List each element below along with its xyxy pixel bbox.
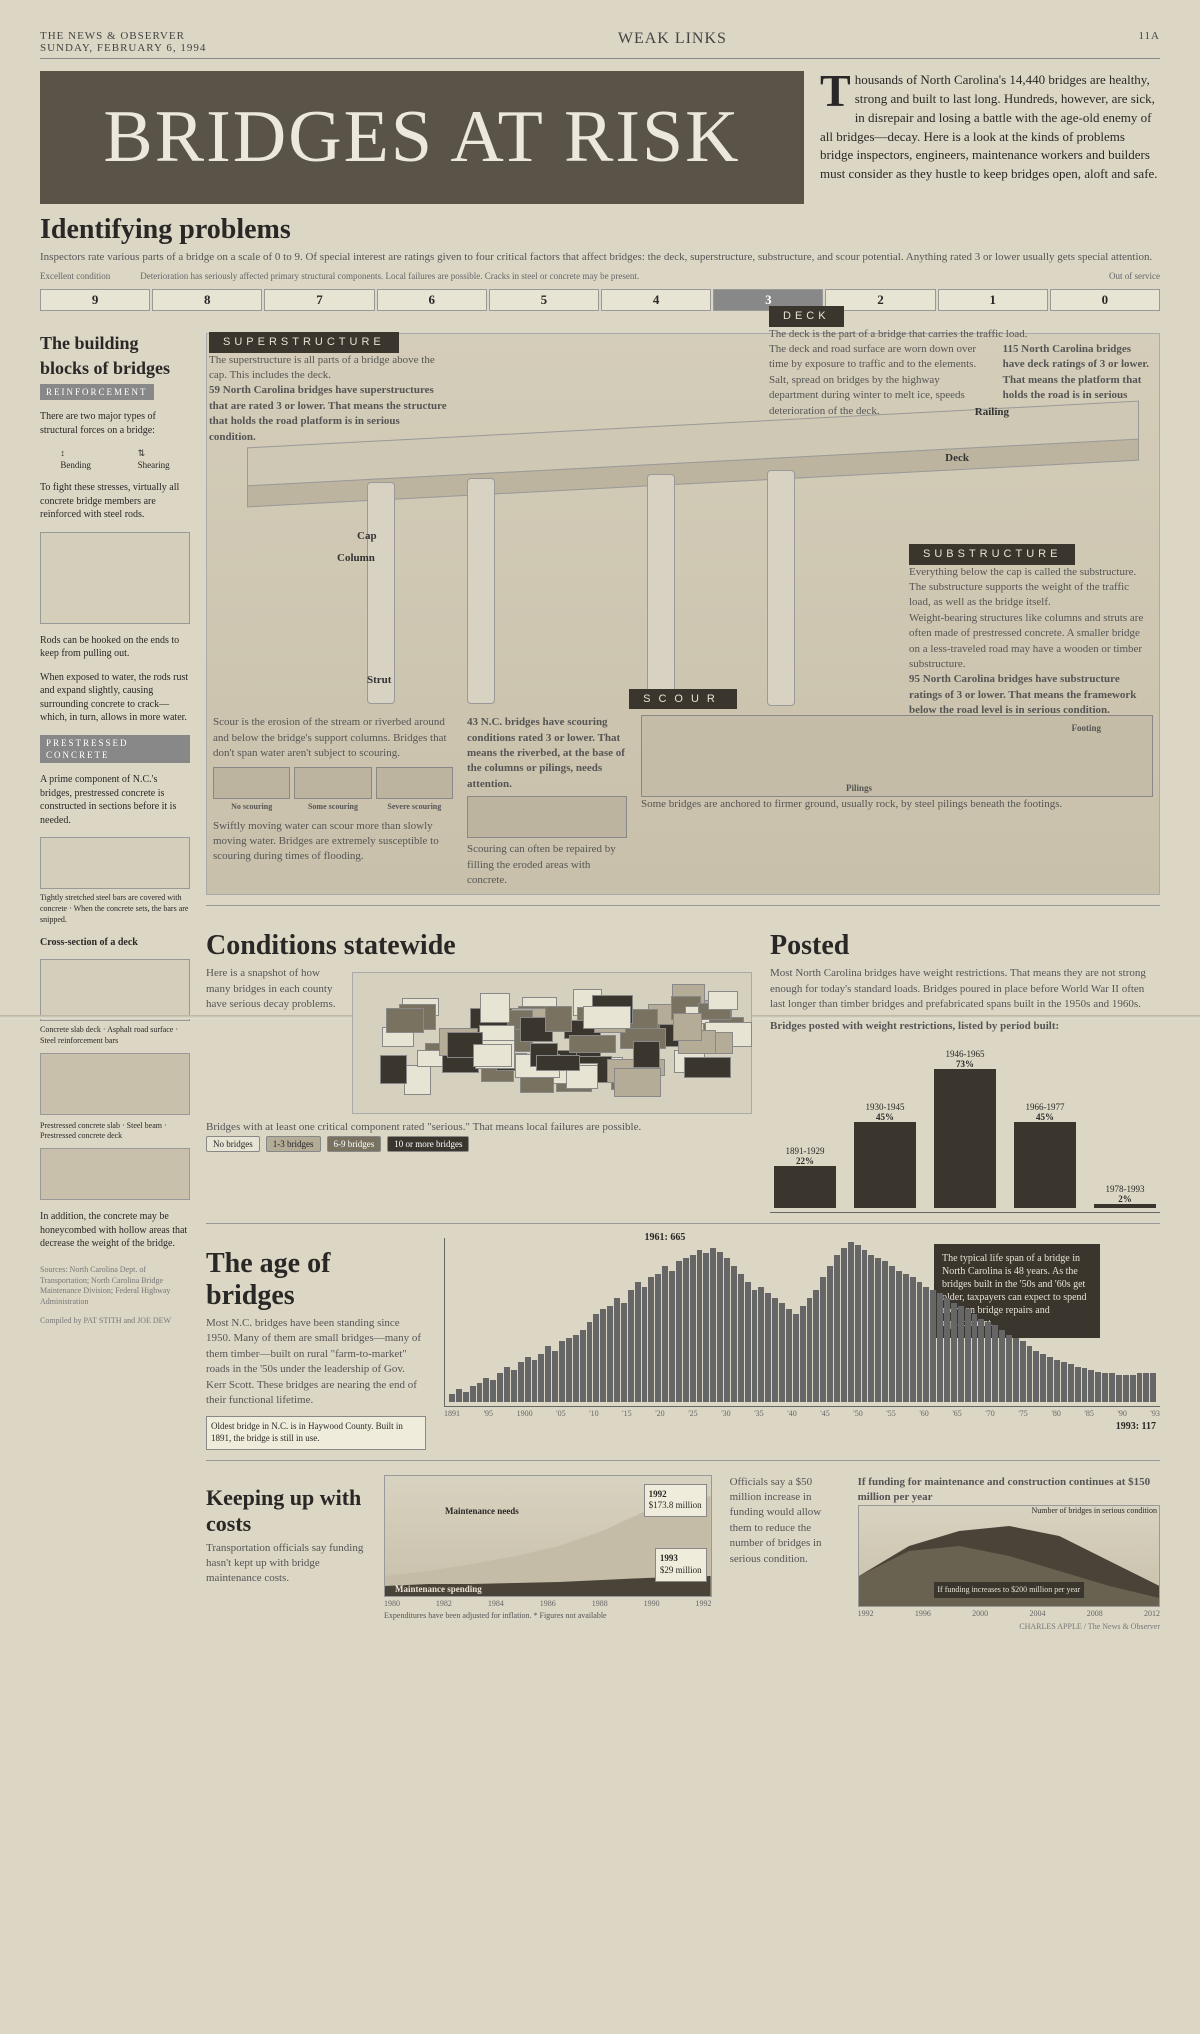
costs-title: Keeping up with costs — [206, 1485, 366, 1537]
costs-chart: Maintenance needs Maintenance spending 1… — [384, 1475, 712, 1597]
identifying-title: Identifying problems — [40, 214, 1160, 246]
bridge-diagram: SUPERSTRUCTURE The superstructure is all… — [206, 333, 1160, 895]
intro-text: Thousands of North Carolina's 14,440 bri… — [820, 71, 1160, 204]
posted-chart: 1891-192922%1930-194545%1946-196573%1966… — [770, 1034, 1160, 1213]
identifying-sub: Inspectors rate various parts of a bridg… — [40, 250, 1160, 265]
masthead: THE NEWS & OBSERVERSUNDAY, FEBRUARY 6, 1… — [40, 30, 1160, 59]
future-chart: If funding increases to $200 million per… — [858, 1505, 1160, 1607]
age-chart — [444, 1238, 1160, 1407]
conditions-title: Conditions statewide — [206, 930, 752, 962]
posted-title: Posted — [770, 930, 1160, 962]
headline-banner: BRIDGES AT RISK — [40, 71, 804, 204]
building-blocks-sidebar: The building blocks of bridges REINFORCE… — [40, 327, 190, 1631]
age-title: The age of bridges — [206, 1248, 426, 1312]
map-legend: No bridges1-3 bridges6-9 bridges10 or mo… — [206, 1136, 752, 1152]
nc-map — [352, 972, 752, 1114]
